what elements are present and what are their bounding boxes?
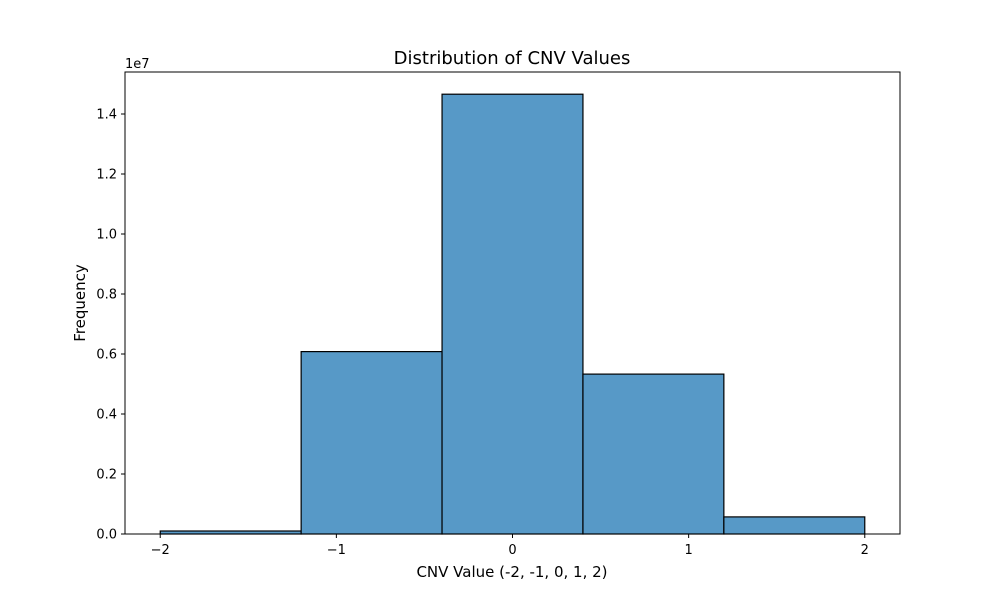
x-axis-label: CNV Value (-2, -1, 0, 1, 2) xyxy=(416,563,607,581)
y-axis-ticks: 0.0 0.2 0.4 0.6 0.8 1.0 1.2 1.4 xyxy=(96,108,125,543)
histogram-bars xyxy=(159,93,866,535)
y-axis-label: Frequency xyxy=(71,264,89,342)
x-tick-label-0: −2 xyxy=(151,543,170,558)
y-axis-scale-label: 1e7 xyxy=(125,57,150,72)
x-tick-label-4: 2 xyxy=(861,543,869,558)
y-tick-label-1: 0.2 xyxy=(96,468,117,483)
histogram-bar-3 xyxy=(582,373,725,535)
x-axis-ticks: −2 −1 0 1 2 xyxy=(151,534,869,558)
y-tick-label-2: 0.4 xyxy=(96,408,117,423)
histogram-bar-2 xyxy=(441,93,584,535)
y-tick-label-7: 1.4 xyxy=(96,108,117,123)
histogram-bar-4 xyxy=(723,516,866,535)
x-tick-label-2: 0 xyxy=(508,543,516,558)
y-tick-label-3: 0.6 xyxy=(96,348,117,363)
histogram-bar-1 xyxy=(300,351,443,535)
y-tick-label-5: 1.0 xyxy=(96,228,117,243)
x-tick-label-3: 1 xyxy=(684,543,692,558)
y-tick-label-4: 0.8 xyxy=(96,288,117,303)
y-tick-label-0: 0.0 xyxy=(96,528,117,543)
y-tick-label-6: 1.2 xyxy=(96,168,117,183)
x-tick-label-1: −1 xyxy=(327,543,346,558)
chart-title: Distribution of CNV Values xyxy=(394,48,631,69)
